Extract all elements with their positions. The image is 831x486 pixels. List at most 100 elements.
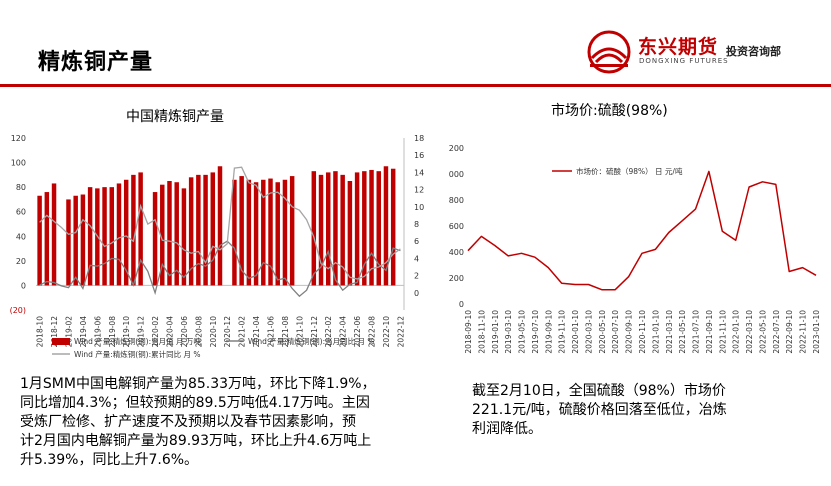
chart1-bar xyxy=(232,179,237,286)
chart1-right-tick-label: 8 xyxy=(414,220,419,229)
chart1-bar xyxy=(362,171,367,286)
left-commentary: 1月SMM中国电解铜产量为85.33万吨，环比下降1.9%， 同比增加4.3%；… xyxy=(20,375,376,470)
chart1-bar xyxy=(109,187,115,286)
chart2-x-tick-label: 2021-03-10 xyxy=(665,310,674,354)
chart1-bar xyxy=(44,192,50,286)
chart2-x-tick-label: 2020-05-10 xyxy=(598,310,607,354)
chart1-x-tick-label: 2020-02 xyxy=(151,316,160,348)
chart1-right-tick-label: 2 xyxy=(414,272,419,281)
chart1-x-tick-label: 2020-06 xyxy=(180,316,189,348)
chart1-bar xyxy=(347,181,353,286)
chart1-x-tick-label: 2019-08 xyxy=(108,316,117,348)
right-commentary: 截至2月10日，全国硫酸（98%）市场价 221.1元/吨，硫酸价格回落至低位，… xyxy=(472,382,727,439)
chart1-bar xyxy=(102,187,107,286)
chart1-x-tick-label: 2022-04 xyxy=(339,316,348,348)
chart1-x-tick-label: 2019-06 xyxy=(93,316,102,348)
right-commentary-line: 截至2月10日，全国硫酸（98%）市场价 xyxy=(472,383,726,399)
chart2-price-line xyxy=(467,170,817,291)
chart2-y-tick-label: 600 xyxy=(449,222,464,231)
chart1-title: 中国精炼铜产量 xyxy=(126,109,224,125)
chart1-bar xyxy=(138,172,143,286)
chart1-x-tick-label: 2020-04 xyxy=(165,316,174,348)
chart1-bar xyxy=(174,182,179,286)
logo-chinese-name: 东兴期货 xyxy=(638,36,719,58)
chart1-x-tick-label: 2018-12 xyxy=(50,316,59,348)
chart1-bar xyxy=(261,179,266,286)
right-commentary-line: 221.1元/吨，硫酸价格回落至低位，冶炼 xyxy=(472,402,727,418)
chart1-bar xyxy=(181,188,187,286)
chart1-bar xyxy=(160,184,165,286)
chart1-right-tick-label: 4 xyxy=(414,254,419,263)
chart2-title: 市场价:硫酸(98%) xyxy=(551,103,668,119)
left-commentary-line: 计2月国内电解铜产量为89.93万吨，环比上升4.6万吨上 xyxy=(20,433,372,449)
chart2-x-tick-label: 2018-11-10 xyxy=(477,310,486,354)
chart1-left-tick-label: 120 xyxy=(11,134,26,143)
chart1-cumulative-yoy-line xyxy=(39,166,401,280)
chart1-right-tick-label: 16 xyxy=(414,151,424,160)
chart1-bar xyxy=(369,169,374,286)
chart1-bar xyxy=(66,199,71,286)
chart2-x-tick-label: 2021-11-10 xyxy=(718,310,727,354)
chart2-x-tick-label: 2019-03-10 xyxy=(504,310,513,354)
right-commentary-line: 利润降低。 xyxy=(472,421,542,437)
chart1-x-tick-label: 2021-02 xyxy=(238,316,247,348)
chart2-x-tick-label: 2021-07-10 xyxy=(692,310,701,354)
chart1-left-tick-label: 0 xyxy=(21,281,26,290)
chart1-legend-label: Wind 产量:精炼铜(铜):累计同比 月 % xyxy=(74,349,201,359)
chart1-right-tick-label: 0 xyxy=(414,289,419,298)
chart2-x-tick-label: 2019-01-10 xyxy=(491,310,500,354)
chart1-x-tick-label: 2019-02 xyxy=(64,316,73,348)
chart2-y-tick-label: 1,000 xyxy=(448,170,464,179)
chart1-right-tick-label: 12 xyxy=(414,186,424,195)
chart1-x-tick-label: 2022-12 xyxy=(396,316,405,348)
logo-english-name: DONGXING FUTURES xyxy=(639,57,729,65)
logo-department: 投资咨询部 xyxy=(726,45,781,58)
chart1-x-tick-label: 2019-10 xyxy=(122,316,131,348)
chart1-x-tick-label: 2022-02 xyxy=(324,316,333,348)
chart1-left-tick-label: (20) xyxy=(10,306,26,315)
chart1-bar xyxy=(152,192,158,286)
chart1-right-tick-label: 10 xyxy=(414,203,424,212)
chart1-bar xyxy=(318,174,324,286)
chart1-left-tick-label: 20 xyxy=(16,257,26,266)
chart2-x-tick-label: 2022-09-10 xyxy=(785,310,794,354)
chart1-bar xyxy=(239,176,244,286)
chart2-x-tick-label: 2022-05-10 xyxy=(758,310,767,354)
chart1-x-tick-label: 2021-06 xyxy=(267,316,276,348)
chart1-bar xyxy=(253,182,259,286)
chart1-right-tick-label: 18 xyxy=(414,134,424,143)
chart1-bar xyxy=(37,195,42,286)
chart2-x-tick-label: 2020-09-10 xyxy=(625,310,634,354)
chart2-x-tick-label: 2020-01-10 xyxy=(571,310,580,354)
chart1-bar xyxy=(116,183,122,286)
chart2-x-tick-label: 2023-01-10 xyxy=(812,310,821,354)
chart2-x-tick-label: 2021-01-10 xyxy=(651,310,660,354)
chart1-x-tick-label: 2022-08 xyxy=(368,316,377,348)
chart1-left-tick-label: 100 xyxy=(11,159,26,168)
chart2-y-tick-label: 400 xyxy=(449,248,464,257)
chart1-bar xyxy=(167,181,172,286)
chart2-x-tick-label: 2018-09-10 xyxy=(464,310,473,354)
chart2-sulfuric-acid-price: 0 200 400 600 800 1,000 1,200 2018-09-10 2018-11… xyxy=(448,144,821,354)
left-commentary-line: 1月SMM中国电解铜产量为85.33万吨，环比下降1.9%， xyxy=(20,376,376,392)
chart1-bar xyxy=(325,172,331,286)
chart2-legend-label: 市场价：硫酸（98%） 日 元/吨 xyxy=(576,166,683,176)
page-title: 精炼铜产量 xyxy=(38,50,154,75)
chart1-bar xyxy=(196,174,201,286)
chart1-bar xyxy=(188,177,194,286)
chart2-x-tick-label: 2019-09-10 xyxy=(544,310,553,354)
chart2-x-tick-label: 2020-11-10 xyxy=(638,310,647,354)
chart1-bar xyxy=(275,182,280,286)
chart1-x-tick-label: 2021-12 xyxy=(310,316,319,348)
chart2-x-tick-label: 2022-11-10 xyxy=(799,310,808,354)
chart1-bar xyxy=(87,187,93,286)
chart2-x-tick-label: 2022-07-10 xyxy=(772,310,781,354)
chart2-x-tick-label: 2022-03-10 xyxy=(745,310,754,354)
chart2-x-tick-label: 2021-05-10 xyxy=(678,310,687,354)
chart1-x-tick-label: 2021-08 xyxy=(281,316,290,348)
chart1-bar xyxy=(282,179,288,286)
chart1-x-tick-label: 2019-12 xyxy=(137,316,146,348)
chart1-x-tick-label: 2020-08 xyxy=(194,316,203,348)
chart2-x-tick-label: 2019-11-10 xyxy=(558,310,567,354)
chart1-bar xyxy=(390,168,396,286)
